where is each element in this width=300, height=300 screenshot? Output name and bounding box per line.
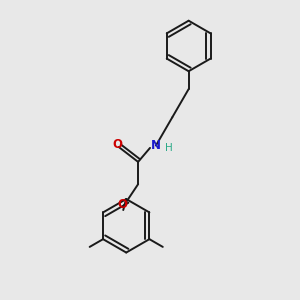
- Text: O: O: [118, 199, 128, 212]
- Text: H: H: [165, 143, 172, 153]
- Text: O: O: [112, 138, 122, 151]
- Text: N: N: [151, 139, 161, 152]
